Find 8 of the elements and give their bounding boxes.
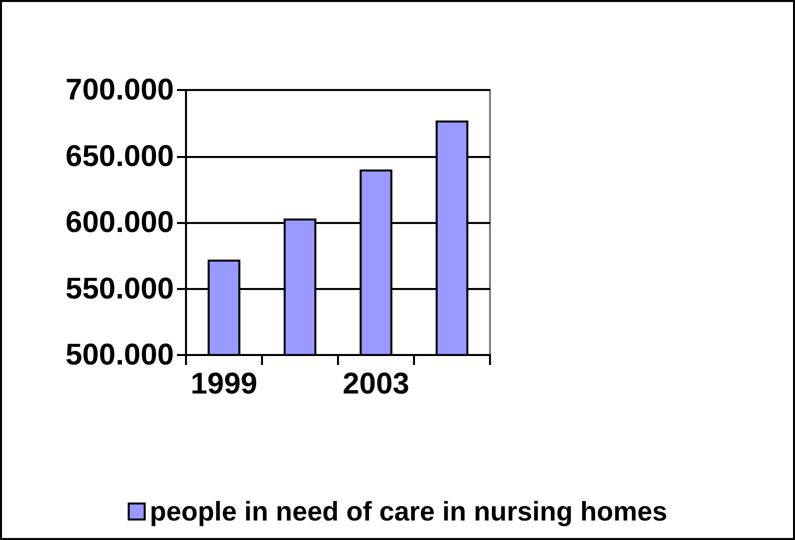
y-tick-label: 600.000 [66, 206, 174, 239]
y-tick-label: 700.000 [66, 74, 174, 106]
legend-label: people in need of care in nursing homes [150, 496, 668, 526]
y-tick-label: 500.000 [66, 338, 174, 372]
y-tick-label: 550.000 [66, 272, 174, 306]
x-tick-label: 1999 [190, 368, 258, 400]
y-tick-label: 650.000 [66, 140, 174, 173]
x-tick-label: 2003 [342, 368, 410, 400]
